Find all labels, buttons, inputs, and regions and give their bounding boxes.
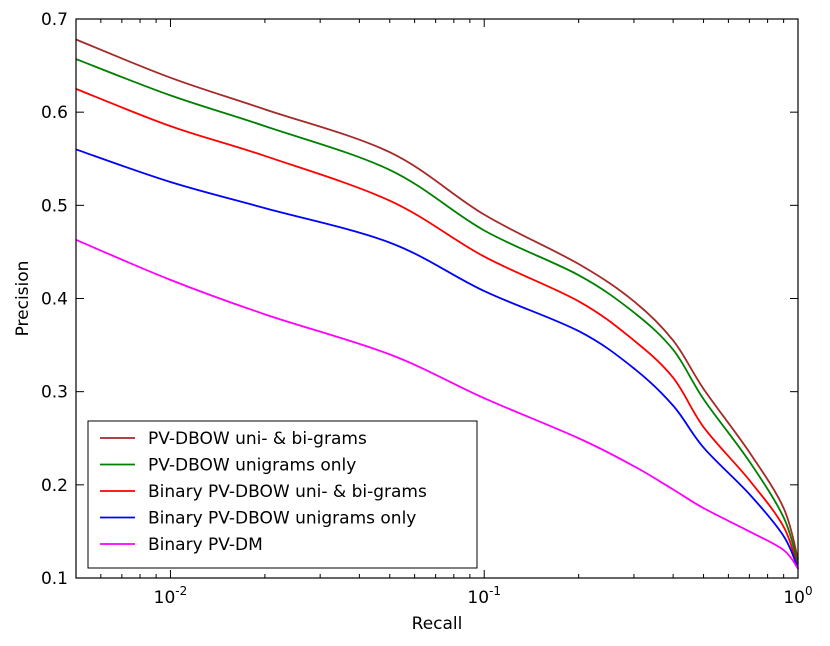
y-tick-label: 0.5 (41, 196, 68, 216)
x-tick-label: 10-1 (467, 584, 501, 608)
series-line-3 (75, 88, 799, 569)
y-tick-label: 0.2 (41, 476, 68, 496)
legend-label: PV-DBOW uni- & bi-grams (148, 429, 367, 449)
y-axis-label: Precision (13, 261, 33, 337)
legend-label: PV-DBOW unigrams only (148, 456, 356, 476)
y-tick-label: 0.4 (41, 290, 68, 310)
series-line-1 (75, 38, 799, 560)
x-tick-label: 100 (783, 584, 812, 608)
y-tick-label: 0.1 (41, 569, 68, 589)
legend-label: Binary PV-DBOW uni- & bi-grams (148, 482, 427, 502)
legend-label: Binary PV-DBOW unigrams only (148, 509, 416, 529)
ticks-layer: 0.1 0.2 0.3 0.4 0.5 0.6 0.7 10-2 10-1 100 (41, 10, 813, 608)
series-layer (75, 38, 799, 570)
legend-label: Binary PV-DM (148, 535, 263, 555)
legend: PV-DBOW uni- & bi-grams PV-DBOW unigrams … (87, 420, 478, 569)
y-tick-label: 0.7 (41, 10, 68, 30)
x-axis-label: Recall (412, 614, 463, 634)
legend-box (87, 420, 478, 569)
series-line-2 (75, 58, 799, 565)
y-tick-label: 0.3 (41, 383, 68, 403)
y-tick-label: 0.6 (41, 103, 68, 123)
x-tick-label: 10-2 (154, 584, 188, 608)
series-line-4 (75, 148, 799, 570)
series-line-5 (75, 238, 799, 570)
